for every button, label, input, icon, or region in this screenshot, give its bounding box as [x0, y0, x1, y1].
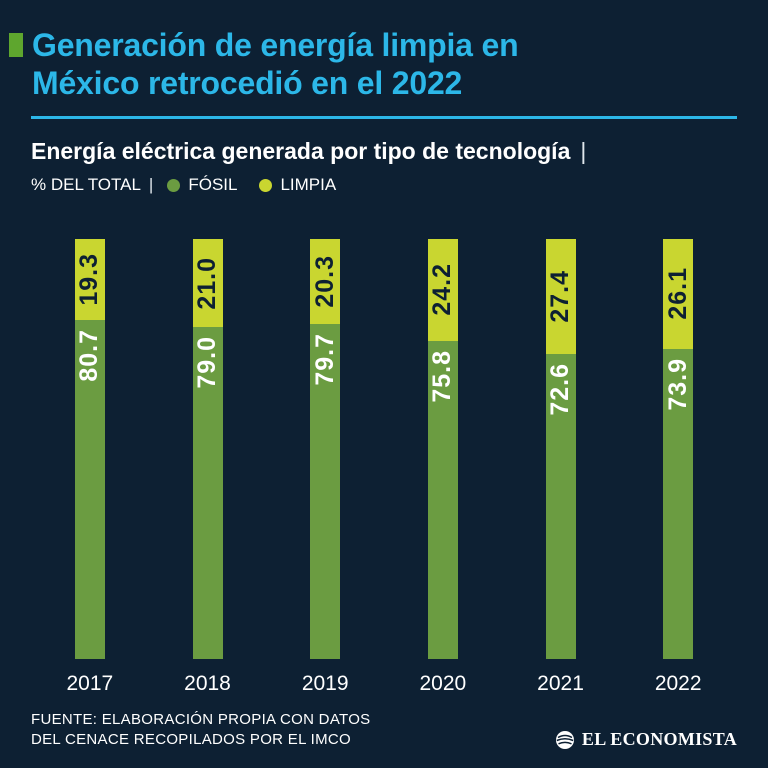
limpia-value-label: 19.3	[75, 253, 104, 306]
x-axis-label: 2018	[184, 672, 231, 695]
legend-label-limpia: LIMPIA	[280, 175, 337, 194]
el-economista-globe-icon	[555, 730, 575, 750]
legend-label-fosil: FÓSIL	[188, 175, 238, 194]
bar-group-2018: 21.0 79.0 2018	[149, 239, 267, 696]
fosil-value-label: 72.6	[546, 363, 575, 416]
source-note: FUENTE: ELABORACIÓN PROPIA CON DATOS DEL…	[31, 710, 370, 750]
bar-segment-limpia: 27.4	[545, 239, 576, 355]
fosil-color-dot	[167, 178, 181, 192]
bar-group-2021: 27.4 72.6 2021	[502, 239, 620, 696]
bar-segment-limpia: 21.0	[192, 239, 223, 328]
fosil-value-label: 79.7	[310, 333, 339, 386]
limpia-value-label: 21.0	[193, 256, 221, 310]
bar-segment-limpia: 19.3	[74, 239, 105, 321]
bar-group-2022: 26.1 73.9 2022	[619, 239, 737, 696]
cyan-divider	[31, 116, 737, 119]
bar-segment-limpia: 20.3	[310, 239, 341, 325]
bar-group-2017: 19.3 80.7 2017	[31, 239, 149, 696]
publisher-name: EL ECONOMISTA	[581, 729, 737, 749]
limpia-value-label: 20.3	[310, 255, 339, 308]
limpia-value-label: 27.4	[546, 270, 575, 323]
stacked-bar: 21.0 79.0	[192, 239, 223, 659]
stacked-bar: 24.2 75.8	[427, 239, 458, 659]
bar-group-2019: 20.3 79.7 2019	[266, 239, 384, 696]
chart-subtitle-row: Energía eléctrica generada por tipo de t…	[31, 138, 737, 165]
bar-segment-fosil: 73.9	[663, 348, 694, 659]
stacked-bar: 26.1 73.9	[663, 239, 694, 659]
page-title-line1: Generación de energía limpia en	[32, 27, 519, 63]
fosil-value-label: 73.9	[663, 357, 692, 411]
x-axis-label: 2022	[654, 672, 702, 695]
fosil-value-label: 80.7	[75, 329, 104, 382]
bar-segment-fosil: 79.7	[310, 324, 341, 659]
bar-segment-fosil: 79.0	[192, 327, 223, 659]
header: Generación de energía limpia en México r…	[0, 0, 768, 102]
bar-segment-limpia: 24.2	[427, 239, 458, 341]
legend-separator: |	[148, 175, 154, 194]
bar-segment-limpia: 26.1	[663, 239, 694, 349]
bar-columns: 19.3 80.7 2017 21.0 79.0 2018	[31, 239, 737, 696]
publisher-logo: EL ECONOMISTA	[555, 729, 737, 750]
x-axis-label: 2017	[66, 672, 114, 695]
fosil-value-label: 75.8	[428, 349, 457, 403]
bar-segment-fosil: 72.6	[545, 354, 576, 659]
x-axis-label: 2019	[301, 672, 349, 695]
legend: % DEL TOTAL | FÓSIL LIMPIA	[31, 175, 737, 195]
chart-subtitle: Energía eléctrica generada por tipo de t…	[31, 138, 571, 164]
page-title-line2: México retrocedió en el 2022	[32, 65, 463, 101]
legend-item-fosil: FÓSIL	[167, 175, 237, 195]
subtitle-separator: |	[580, 138, 587, 164]
x-axis-label: 2020	[419, 672, 467, 695]
page-title: Generación de energía limpia en México r…	[32, 26, 519, 102]
x-axis-label: 2021	[537, 672, 584, 695]
fosil-value-label: 79.0	[193, 336, 221, 389]
legend-item-limpia: LIMPIA	[259, 175, 336, 195]
limpia-value-label: 24.2	[428, 263, 457, 317]
stacked-bar-chart: 19.3 80.7 2017 21.0 79.0 2018	[31, 239, 737, 696]
limpia-color-dot	[259, 178, 273, 192]
bar-group-2020: 24.2 75.8 2020	[384, 239, 502, 696]
footer: FUENTE: ELABORACIÓN PROPIA CON DATOS DEL…	[31, 710, 737, 750]
legend-unit-label: % DEL TOTAL	[31, 175, 141, 194]
stacked-bar: 27.4 72.6	[545, 239, 576, 659]
bar-segment-fosil: 80.7	[74, 320, 105, 659]
stacked-bar: 19.3 80.7	[74, 239, 105, 659]
stacked-bar: 20.3 79.7	[310, 239, 341, 659]
source-line2: DEL CENACE RECOPILADOS POR EL IMCO	[31, 731, 351, 748]
source-line1: FUENTE: ELABORACIÓN PROPIA CON DATOS	[31, 711, 371, 728]
title-accent-square	[9, 33, 23, 57]
limpia-value-label: 26.1	[663, 267, 692, 321]
bar-segment-fosil: 75.8	[427, 340, 458, 659]
